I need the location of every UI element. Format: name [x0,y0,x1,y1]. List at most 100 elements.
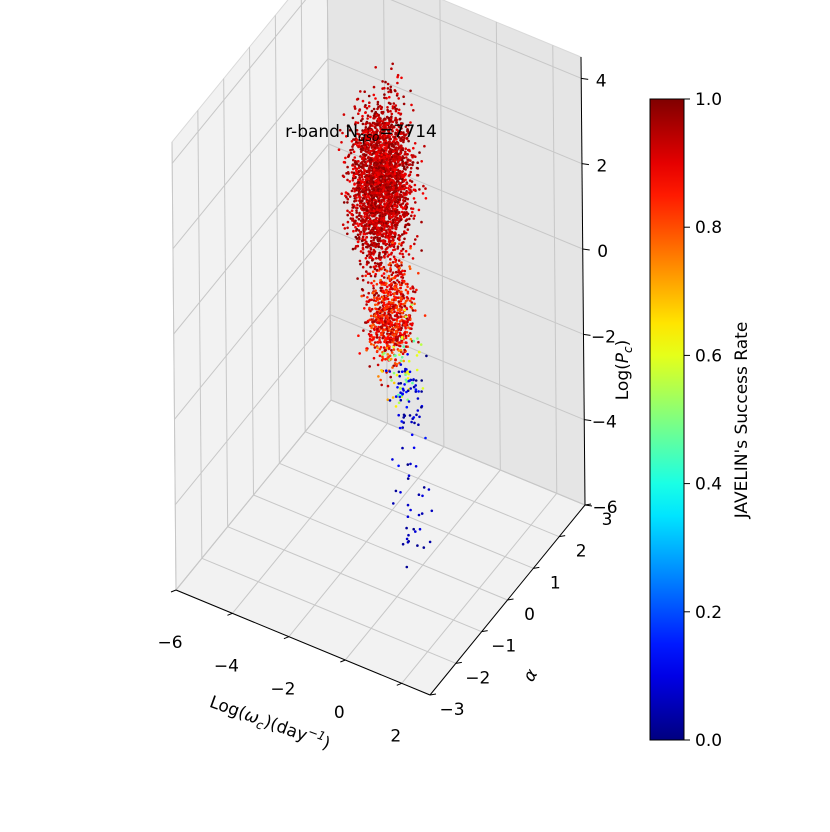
z-tick-label: 2 [597,157,608,177]
data-point [372,131,376,134]
data-point [389,167,392,170]
data-point [344,191,348,194]
data-point [371,145,374,148]
data-point [388,283,391,287]
data-point [404,196,407,200]
data-point [382,138,386,141]
data-point [364,133,368,137]
data-point [358,259,362,263]
data-point [420,220,423,224]
data-point [407,174,411,177]
data-point [398,155,402,159]
data-point [395,186,399,190]
data-point [369,239,373,243]
data-point [394,221,397,224]
data-point [381,112,385,115]
data-point [423,144,426,148]
data-point [364,321,367,324]
data-point [398,117,402,121]
data-point [363,215,366,218]
data-point [364,274,368,278]
data-point [379,189,383,193]
data-point [385,157,389,160]
data-point [358,352,362,355]
data-point [352,138,355,141]
data-point [379,161,382,164]
data-point [392,211,396,215]
data-point [359,231,362,234]
data-point [361,274,364,278]
data-point [347,193,350,196]
data-point [380,153,384,157]
data-point [373,191,377,194]
y-tick-mark [559,535,566,538]
grid-y-left [274,15,280,464]
data-point [357,334,360,338]
data-point [391,236,395,240]
data-point [379,258,382,261]
data-point [352,143,355,146]
data-point [360,144,364,148]
data-point [387,319,390,322]
data-point [374,134,378,138]
data-point [380,358,384,362]
chart-title: r-band Nqso=7714 [285,122,437,144]
data-point [346,178,349,182]
data-point [393,276,397,280]
data-point [392,214,395,217]
data-point [403,211,406,214]
data-point [359,262,362,266]
data-point [379,218,383,222]
data-point [364,111,367,114]
data-point [373,293,376,297]
data-point [388,338,392,342]
data-point [395,373,399,377]
data-point [380,383,384,387]
data-point [391,333,394,337]
data-point [392,125,396,128]
data-point [358,135,361,139]
grid-y-left [197,110,203,559]
data-point [387,130,390,133]
data-point [389,88,392,91]
data-point [351,179,355,182]
data-point [408,265,411,268]
data-point [392,186,396,190]
data-point [371,259,374,262]
data-point [375,130,379,133]
data-point [352,158,355,162]
data-point [413,214,416,218]
data-point [384,80,387,84]
data-point [382,187,386,190]
data-point [365,181,369,184]
data-point [376,210,379,214]
grid-y-bottom [227,526,482,633]
data-point [403,134,407,137]
data-point [394,109,398,113]
data-point [393,172,397,176]
data-point [404,315,408,319]
data-point [402,179,406,183]
data-point [358,138,361,142]
data-point [401,170,405,173]
data-point [357,217,361,221]
data-point [417,271,420,275]
data-point [401,147,405,150]
data-point [410,190,413,193]
data-point [391,62,395,66]
data-point [390,317,393,320]
data-point [400,261,403,264]
data-point [377,254,381,258]
data-point [396,308,400,312]
data-point [413,142,417,145]
data-point [401,138,405,142]
data-point [363,169,367,172]
data-point [361,114,364,118]
data-point [386,384,390,388]
data-point [394,227,397,230]
data-point [358,211,361,215]
data-point [400,173,403,176]
data-point [406,370,409,373]
data-point [400,290,403,294]
data-point [404,249,408,253]
